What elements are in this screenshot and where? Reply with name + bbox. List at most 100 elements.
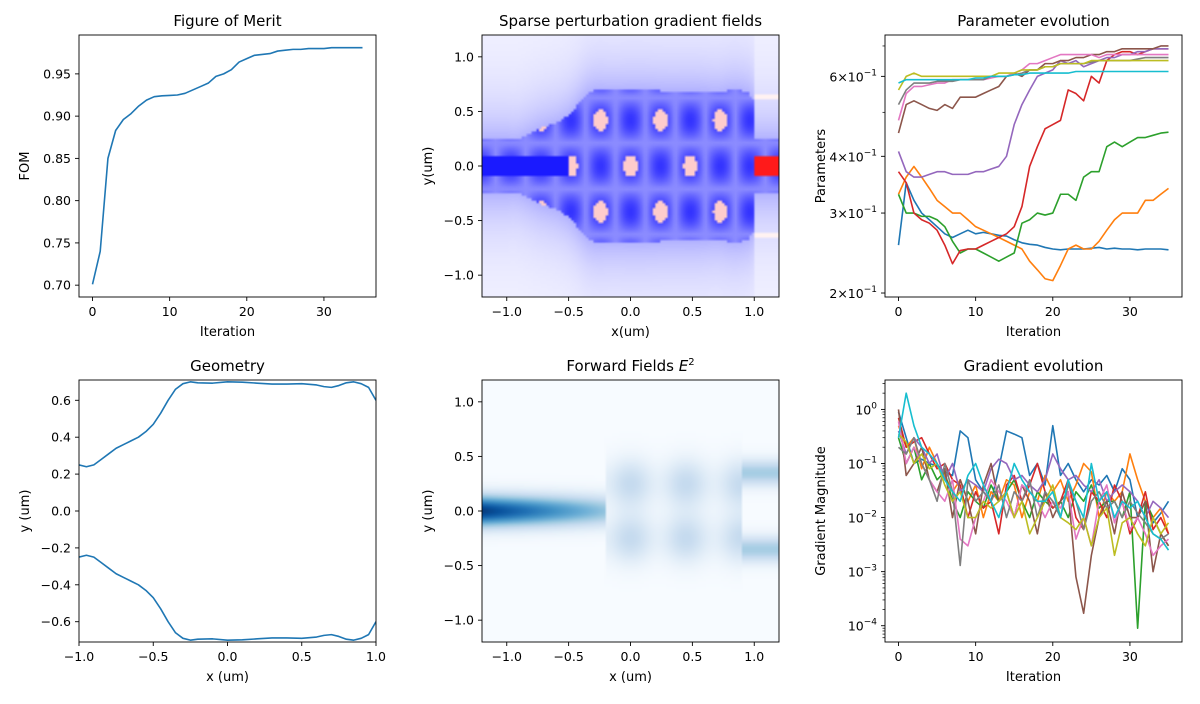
- gradients-title: Gradient evolution: [964, 357, 1104, 375]
- geometry-ytick-label: −0.2: [41, 540, 71, 555]
- gradients-ylabel: Gradient Magnitude: [814, 446, 829, 576]
- geometry-series-line: [79, 381, 376, 468]
- params-series-line: [897, 131, 1169, 263]
- forward-ytick-label: −1.0: [444, 613, 474, 628]
- forward-heatmap-image: [482, 380, 779, 642]
- fom-ytick-label: 0.90: [43, 109, 71, 124]
- panel-geometry: Geometry x (um) y (um) −1.0 −0.5 0.0 0.5 1.0 −0.…: [18, 357, 386, 685]
- gradients-xtick-label: 10: [968, 649, 984, 664]
- fom-series-line: [91, 46, 363, 285]
- params-xtick-label: 30: [1122, 304, 1138, 319]
- params-ytick-label: 6×10−1: [829, 68, 877, 84]
- gradients-series-line: [897, 392, 1170, 551]
- geometry-xlabel: x (um): [206, 670, 249, 685]
- geometry-series-line: [79, 554, 376, 641]
- sparse-xtick-label: −1.0: [492, 304, 522, 319]
- fom-title: Figure of Merit: [173, 12, 281, 30]
- geometry-ytick-label: 0.6: [51, 393, 71, 408]
- params-series-line: [897, 53, 1169, 121]
- fom-xtick-label: 30: [316, 304, 332, 319]
- params-ylabel: Parameters: [814, 129, 829, 204]
- fom-xtick-label: 0: [89, 304, 97, 319]
- gradients-axes-frame: [884, 379, 1183, 643]
- forward-ytick-label: 1.0: [454, 394, 474, 409]
- params-series-line: [897, 181, 1169, 251]
- fom-ytick-label: 0.95: [43, 66, 71, 81]
- sparse-ytick-label: 0.5: [454, 104, 474, 119]
- fom-xlabel: Iteration: [200, 325, 255, 340]
- geometry-title: Geometry: [190, 357, 265, 375]
- forward-ytick-label: −0.5: [444, 558, 474, 573]
- params-xtick-label: 10: [968, 304, 984, 319]
- geometry-ytick-label: −0.4: [41, 577, 71, 592]
- params-ytick-label: 4×10−1: [829, 148, 877, 164]
- fom-ytick-label: 0.70: [43, 278, 71, 293]
- params-xtick-label: 20: [1045, 304, 1061, 319]
- forward-title: Forward Fields E2: [566, 357, 694, 375]
- geometry-series-group: [79, 381, 376, 641]
- forward-xlabel: x (um): [609, 670, 652, 685]
- forward-ylabel: y (um): [421, 490, 436, 533]
- params-series-line: [897, 47, 1169, 265]
- params-series-line: [897, 165, 1169, 282]
- geometry-ytick-label: 0.0: [51, 504, 71, 519]
- geometry-xtick-label: −0.5: [138, 649, 168, 664]
- gradients-ytick-label: 100: [855, 401, 877, 417]
- gradients-xtick-label: 30: [1122, 649, 1138, 664]
- gradients-xlabel: Iteration: [1006, 670, 1061, 685]
- geometry-ytick-label: 0.2: [51, 467, 71, 482]
- forward-xtick-label: 0.0: [621, 649, 641, 664]
- geometry-xtick-label: 1.0: [366, 649, 386, 664]
- params-xtick-label: 0: [895, 304, 903, 319]
- forward-xtick-label: −0.5: [553, 649, 583, 664]
- params-ytick-label: 3×10−1: [829, 205, 877, 221]
- params-axes-frame: [884, 34, 1183, 298]
- sparse-heatmap-image: [482, 35, 779, 297]
- gradients-ytick-label: 10−2: [848, 510, 877, 526]
- geometry-xtick-label: 0.0: [218, 649, 238, 664]
- sparse-ytick-label: −1.0: [444, 268, 474, 283]
- forward-ytick-label: 0.5: [454, 449, 474, 464]
- forward-ytick-label: 0.0: [454, 504, 474, 519]
- fom-xtick-label: 10: [162, 304, 178, 319]
- fom-series-group: [91, 46, 363, 285]
- params-ytick-label: 2×10−1: [829, 285, 877, 301]
- fom-ytick-label: 0.85: [43, 151, 71, 166]
- sparse-xtick-label: −0.5: [553, 304, 583, 319]
- sparse-xtick-label: 0.0: [621, 304, 641, 319]
- gradients-xtick-label: 0: [895, 649, 903, 664]
- geometry-ytick-label: 0.4: [51, 430, 71, 445]
- sparse-xtick-label: 0.5: [682, 304, 702, 319]
- sparse-ytick-label: −0.5: [444, 213, 474, 228]
- params-xlabel: Iteration: [1006, 325, 1061, 340]
- gradients-ytick-label: 10−4: [848, 618, 877, 634]
- gradients-xtick-label: 20: [1045, 649, 1061, 664]
- geometry-xtick-label: −1.0: [64, 649, 94, 664]
- gradients-ytick-label: 10−3: [848, 564, 877, 580]
- gradients-ytick-label: 10−1: [848, 455, 877, 471]
- panel-forward: Forward Fields E2 x (um) y (um) −1.0 −0.5 0.0…: [421, 357, 780, 685]
- panel-params: Parameter evolution Iteration Parameters 0 1…: [814, 12, 1183, 340]
- geometry-ylabel: y (um): [18, 490, 33, 533]
- gradients-series-group: [897, 392, 1170, 630]
- sparse-xlabel: x(um): [611, 325, 650, 340]
- forward-xtick-label: 0.5: [682, 649, 702, 664]
- sparse-ylabel: y(um): [421, 147, 436, 186]
- panel-gradients: Gradient evolution Iteration Gradient Magn…: [814, 357, 1183, 685]
- panel-fom: Figure of Merit Iteration FOM 0 10 20 30 0.70 0.…: [18, 12, 377, 340]
- sparse-ytick-label: 0.0: [454, 159, 474, 174]
- fom-ylabel: FOM: [18, 152, 33, 181]
- forward-xtick-label: −1.0: [492, 649, 522, 664]
- gradients-series-line: [897, 433, 1170, 557]
- fom-axes-frame: [78, 34, 377, 298]
- sparse-xtick-label: 1.0: [744, 304, 764, 319]
- forward-xtick-label: 1.0: [744, 649, 764, 664]
- sparse-title: Sparse perturbation gradient fields: [499, 12, 762, 30]
- fom-xtick-label: 20: [239, 304, 255, 319]
- params-title: Parameter evolution: [957, 12, 1110, 30]
- params-series-line: [897, 59, 1169, 91]
- sparse-ytick-label: 1.0: [454, 49, 474, 64]
- params-series-group: [897, 45, 1169, 282]
- gradients-series-line: [897, 436, 1169, 567]
